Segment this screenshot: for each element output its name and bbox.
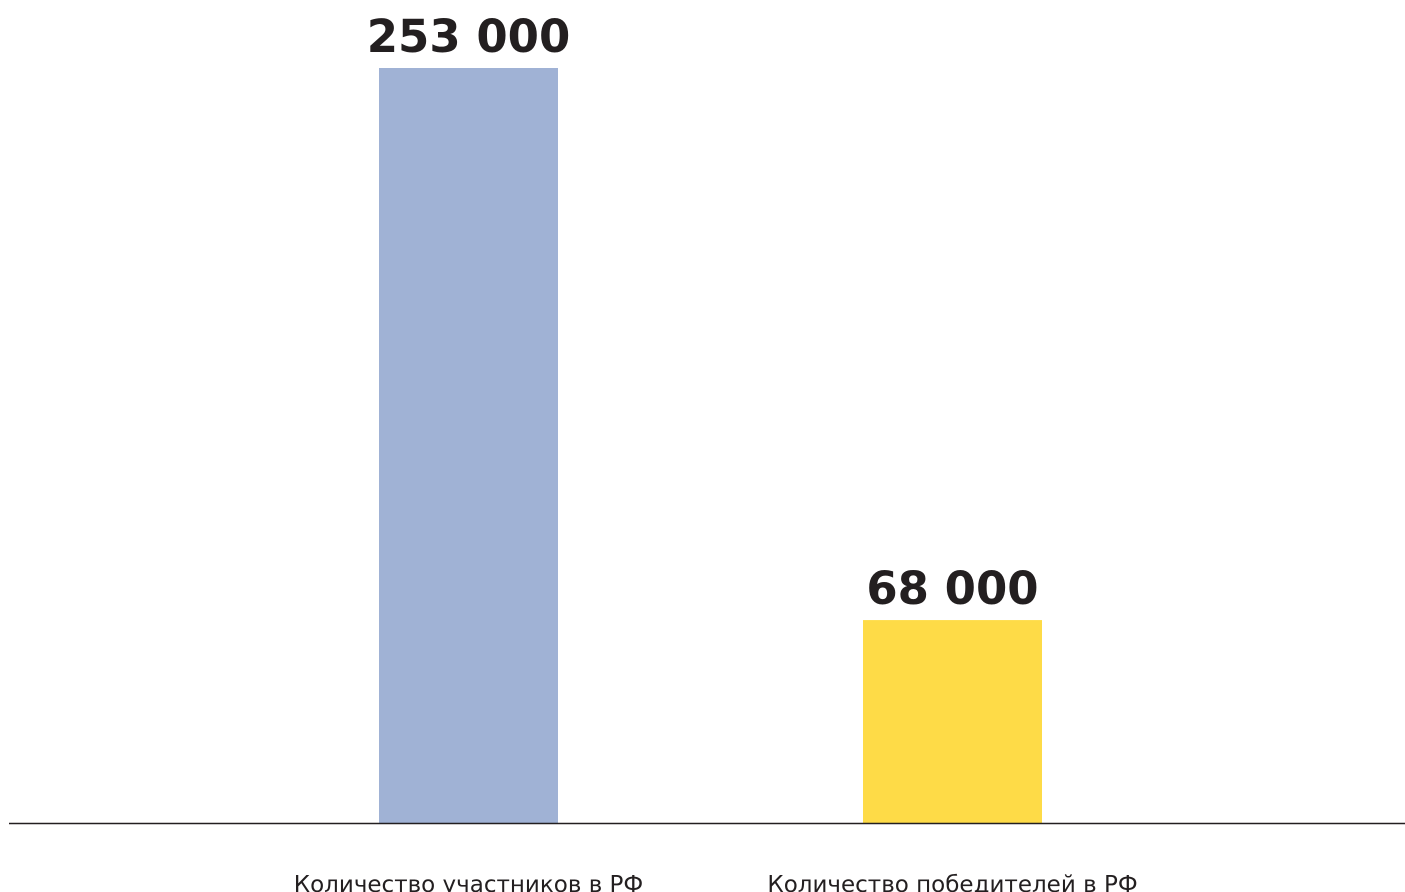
bars-group	[379, 68, 1042, 823]
bar-1	[379, 68, 558, 823]
category-label-2: Количество победителей в РФ	[767, 872, 1137, 892]
labels-group: 253 000 Количество участников в РФ 68 000 К…	[294, 10, 1138, 892]
category-label-1: Количество участников в РФ	[294, 872, 643, 892]
bar-2	[863, 620, 1042, 823]
value-label-1: 253 000	[367, 10, 571, 63]
value-label-2: 68 000	[866, 562, 1038, 615]
